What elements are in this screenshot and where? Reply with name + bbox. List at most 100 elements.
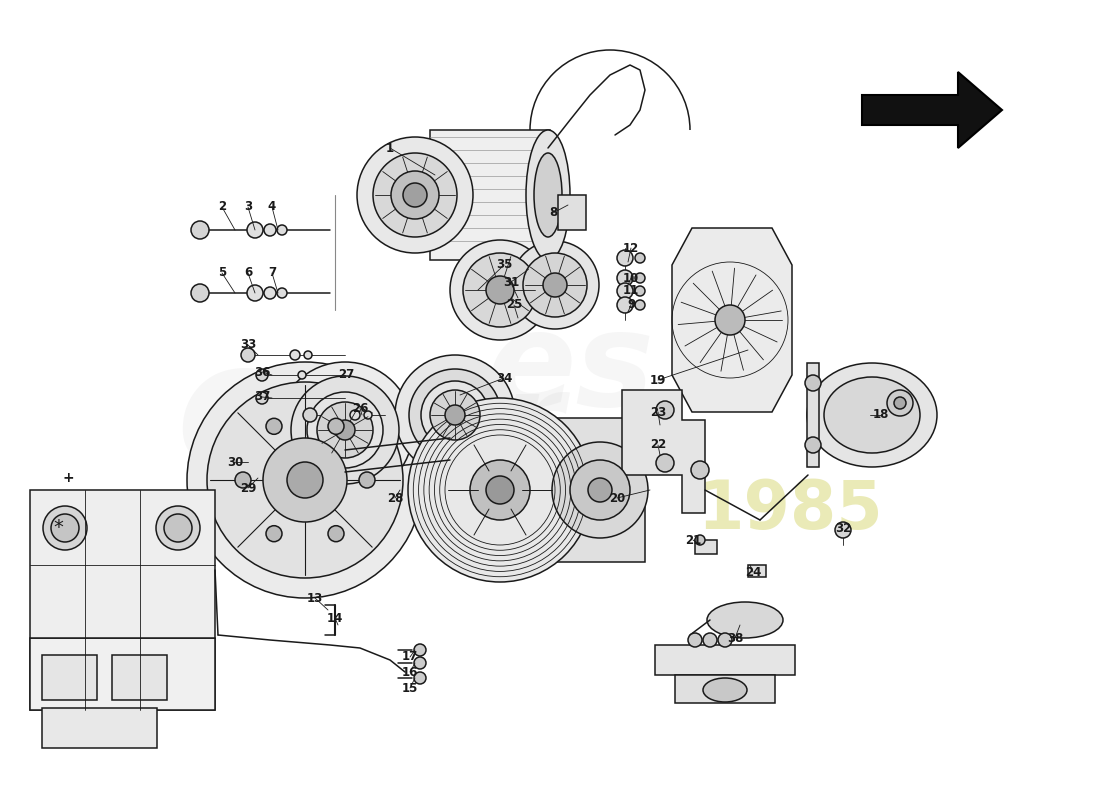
Circle shape — [656, 401, 674, 419]
Ellipse shape — [807, 363, 937, 467]
Text: 34: 34 — [496, 371, 513, 385]
Bar — [748, 565, 766, 577]
Circle shape — [617, 250, 632, 266]
Circle shape — [486, 476, 514, 504]
Circle shape — [512, 241, 600, 329]
Circle shape — [399, 179, 431, 211]
Ellipse shape — [707, 602, 783, 638]
Text: 23: 23 — [650, 406, 667, 418]
Circle shape — [703, 633, 717, 647]
Circle shape — [409, 369, 500, 461]
Text: 13: 13 — [307, 591, 323, 605]
Text: 32: 32 — [835, 522, 851, 534]
Circle shape — [543, 273, 566, 297]
Circle shape — [241, 348, 255, 362]
Circle shape — [359, 472, 375, 488]
Text: 35: 35 — [496, 258, 513, 271]
Circle shape — [718, 633, 732, 647]
Circle shape — [235, 472, 251, 488]
Circle shape — [691, 461, 710, 479]
Circle shape — [805, 375, 821, 391]
Text: 30: 30 — [227, 455, 243, 469]
Ellipse shape — [526, 130, 570, 260]
Circle shape — [408, 398, 592, 582]
Circle shape — [328, 418, 344, 434]
Text: 20: 20 — [609, 491, 625, 505]
Circle shape — [43, 506, 87, 550]
Text: 24: 24 — [745, 566, 761, 578]
Text: 9: 9 — [627, 298, 635, 311]
Bar — [654, 645, 795, 675]
Bar — [30, 638, 214, 710]
Ellipse shape — [703, 678, 747, 702]
Text: 2: 2 — [218, 201, 227, 214]
Circle shape — [336, 420, 355, 440]
Circle shape — [805, 437, 821, 453]
Text: 38: 38 — [727, 631, 744, 645]
Text: *: * — [53, 518, 63, 538]
Polygon shape — [621, 390, 705, 513]
Text: 18: 18 — [872, 409, 889, 422]
Circle shape — [635, 273, 645, 283]
Bar — [30, 490, 214, 710]
Text: +: + — [63, 471, 74, 485]
Text: Gicar: Gicar — [177, 366, 563, 494]
Text: 14: 14 — [327, 611, 343, 625]
Bar — [807, 363, 820, 467]
Circle shape — [277, 288, 287, 298]
Bar — [550, 418, 645, 562]
Circle shape — [266, 418, 282, 434]
Circle shape — [256, 392, 268, 404]
Text: 36: 36 — [254, 366, 271, 378]
Circle shape — [635, 300, 645, 310]
Circle shape — [302, 408, 317, 422]
Circle shape — [290, 350, 300, 360]
Bar — [558, 195, 586, 230]
Text: 31: 31 — [503, 277, 519, 290]
Text: 37: 37 — [254, 390, 271, 403]
Circle shape — [715, 305, 745, 335]
Circle shape — [470, 460, 530, 520]
Circle shape — [617, 297, 632, 313]
Circle shape — [887, 390, 913, 416]
Circle shape — [191, 284, 209, 302]
Circle shape — [421, 381, 490, 449]
Circle shape — [256, 369, 268, 381]
Circle shape — [656, 454, 674, 472]
Circle shape — [373, 153, 456, 237]
Text: 21: 21 — [685, 534, 701, 546]
Circle shape — [430, 390, 480, 440]
Circle shape — [695, 535, 705, 545]
Polygon shape — [672, 228, 792, 412]
Circle shape — [164, 514, 192, 542]
Circle shape — [187, 362, 424, 598]
Circle shape — [450, 240, 550, 340]
Ellipse shape — [534, 153, 562, 237]
Circle shape — [395, 355, 515, 475]
Text: 29: 29 — [240, 482, 256, 494]
Circle shape — [263, 438, 346, 522]
Circle shape — [552, 442, 648, 538]
Circle shape — [277, 225, 287, 235]
Text: 25: 25 — [506, 298, 522, 311]
Circle shape — [446, 405, 465, 425]
Circle shape — [266, 526, 282, 542]
Ellipse shape — [824, 377, 920, 453]
Circle shape — [835, 522, 851, 538]
Circle shape — [486, 276, 514, 304]
Text: 4: 4 — [268, 201, 276, 214]
Circle shape — [264, 224, 276, 236]
Bar — [42, 708, 157, 748]
Polygon shape — [862, 72, 1002, 148]
Circle shape — [328, 526, 344, 542]
Text: 5: 5 — [218, 266, 227, 279]
Circle shape — [588, 478, 612, 502]
Circle shape — [358, 137, 473, 253]
Bar — [430, 130, 550, 260]
Text: 28: 28 — [387, 491, 404, 505]
Text: 7: 7 — [268, 266, 276, 279]
Circle shape — [570, 460, 630, 520]
Circle shape — [307, 392, 383, 468]
Circle shape — [350, 410, 360, 420]
Text: 19: 19 — [650, 374, 667, 386]
